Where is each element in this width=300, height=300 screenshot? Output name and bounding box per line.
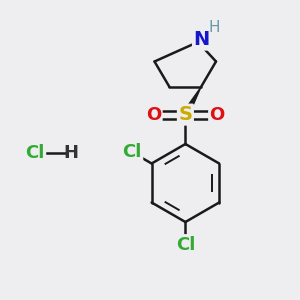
Text: N: N (194, 30, 210, 49)
Text: Cl: Cl (176, 236, 195, 253)
Text: H: H (209, 20, 220, 35)
Text: O: O (210, 106, 225, 124)
Polygon shape (182, 87, 201, 116)
Text: S: S (178, 105, 192, 124)
Text: H: H (63, 144, 78, 162)
Text: O: O (146, 106, 161, 124)
Text: Cl: Cl (25, 144, 44, 162)
Text: Cl: Cl (122, 143, 142, 161)
